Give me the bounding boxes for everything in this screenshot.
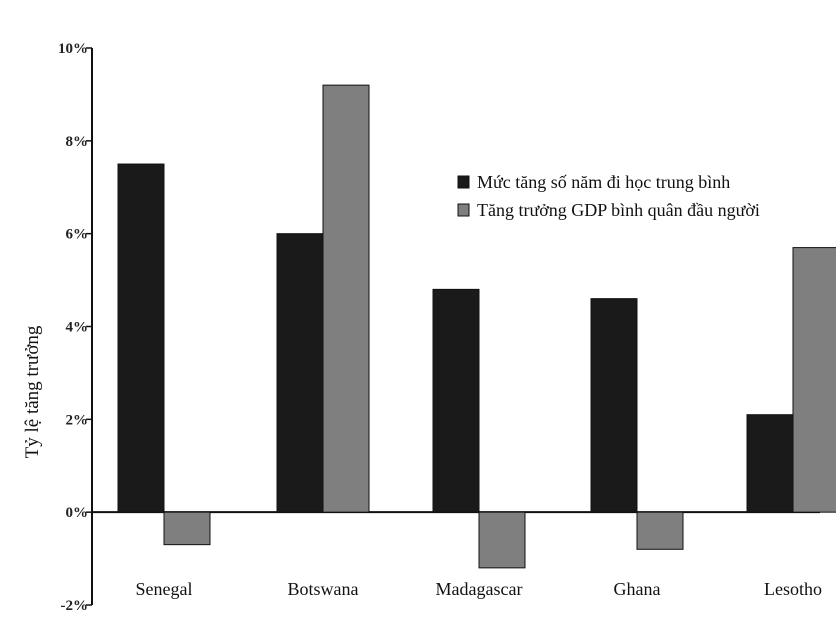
y-tick-label: 6%: [66, 227, 89, 243]
legend-swatch: [457, 203, 470, 217]
bar-madagascar-gdp: [478, 511, 526, 569]
legend-swatch: [457, 175, 470, 189]
category-label: Botswana: [288, 579, 359, 599]
bar-senegal-schooling: [117, 163, 165, 513]
bar-ghana-schooling: [590, 298, 638, 513]
bar-botswana-gdp: [322, 84, 370, 513]
category-label: Madagascar: [436, 579, 523, 599]
y-tick-label: -2%: [61, 598, 89, 614]
bar-botswana-schooling: [276, 233, 324, 513]
legend-label: Mức tăng số năm đi học trung bình: [477, 172, 730, 192]
category-label: Lesotho: [764, 579, 822, 599]
y-axis-ticks: -2% 0% 2% 4% 6% 8% 10%: [58, 41, 92, 614]
bars: [117, 84, 836, 569]
y-tick-label: 4%: [66, 320, 89, 336]
bar-senegal-gdp: [163, 511, 211, 546]
legend-label: Tăng trưởng GDP bình quân đầu người: [477, 200, 760, 220]
y-tick-label: 8%: [66, 134, 89, 150]
y-tick-label: 10%: [58, 41, 88, 57]
bar-lesotho-schooling: [746, 414, 794, 513]
y-tick-label: 0%: [66, 505, 89, 521]
legend: Mức tăng số năm đi học trung bình Tăng tr…: [457, 172, 760, 220]
bar-madagascar-schooling: [432, 288, 480, 513]
bar-lesotho-gdp: [792, 247, 836, 513]
category-label: Senegal: [136, 579, 193, 599]
category-labels: Senegal Botswana Madagascar Ghana Lesotho: [136, 579, 822, 599]
y-axis-title: Tỷ lệ tăng trưởng: [22, 325, 43, 458]
category-label: Ghana: [614, 579, 661, 599]
y-tick-label: 2%: [66, 412, 89, 428]
bar-ghana-gdp: [636, 511, 684, 550]
